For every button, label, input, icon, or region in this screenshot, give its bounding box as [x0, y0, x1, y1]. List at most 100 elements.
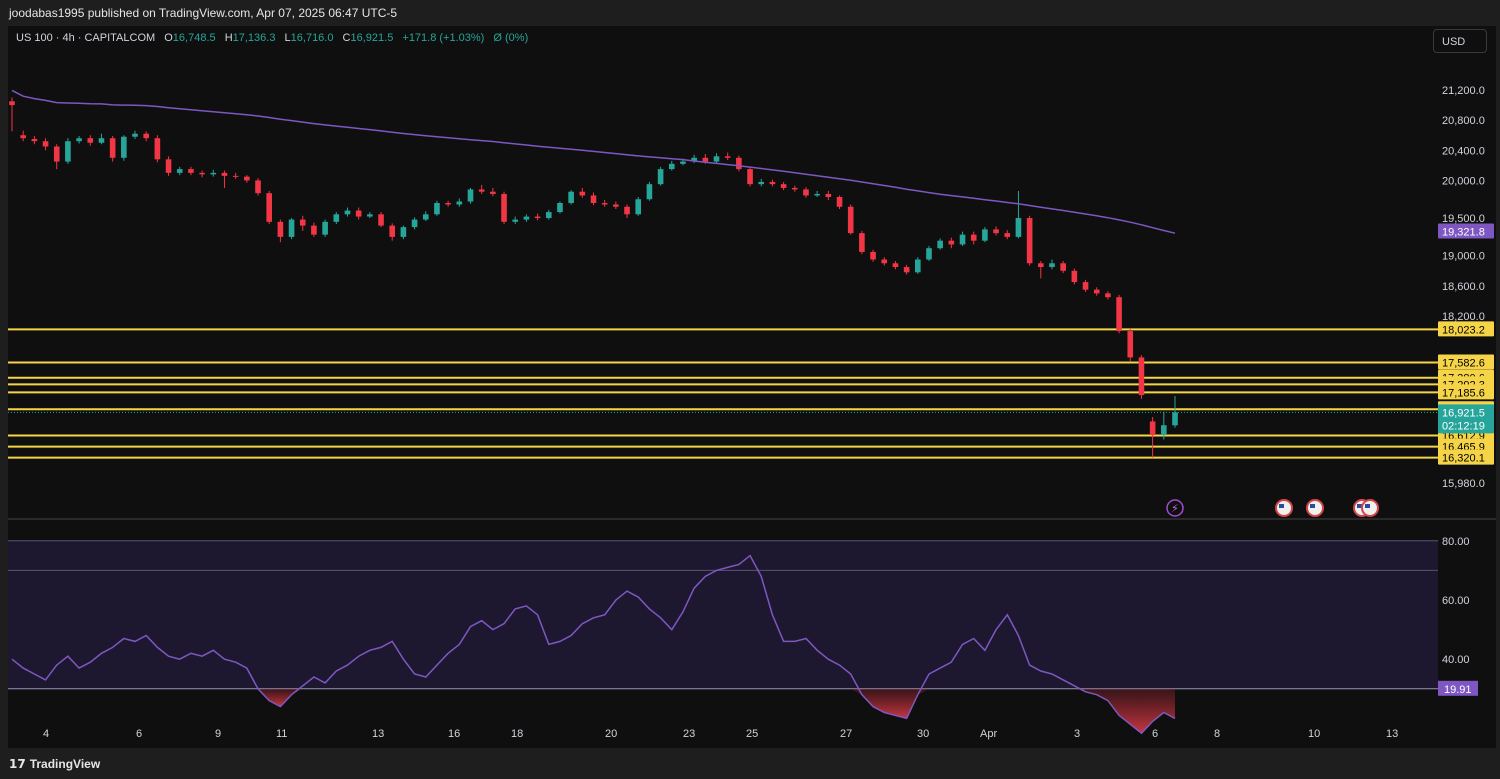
candle-down: [355, 210, 362, 217]
candle-down: [948, 240, 955, 245]
legend-low: 16,716.0: [290, 32, 334, 44]
rsi-line: [11, 554, 1176, 735]
candle-down: [221, 172, 228, 176]
legend-extra: Ø (0%): [493, 32, 529, 44]
candle-down: [1105, 293, 1111, 298]
candle-up: [668, 163, 675, 170]
level-badge: 16,320.1: [1442, 453, 1485, 465]
rsi-oversold-fill: [258, 688, 303, 707]
current-price-badge: 16,921.5: [1442, 407, 1485, 419]
time-tick-label: 6: [136, 728, 142, 740]
rsi-tick-label: 60.00: [1442, 595, 1470, 607]
us-flag-icon-canton: [1357, 504, 1362, 508]
candle-down: [736, 157, 742, 170]
time-tick-label: 11: [276, 728, 287, 740]
price-tick-label: 18,600.0: [1442, 281, 1485, 293]
candle-up: [657, 169, 664, 185]
chart-panel[interactable]: 21,200.0 20,800.0 20,400.0 20,000.0 19,500.0…: [8, 26, 1496, 748]
candle-down: [1093, 289, 1100, 294]
candle-down: [255, 180, 261, 194]
legend-open-label: O: [164, 32, 173, 44]
candle-up: [422, 214, 429, 220]
price-tick-label: 19,000.0: [1442, 251, 1485, 263]
candle-down: [1038, 263, 1044, 268]
time-tick-label: 8: [1214, 728, 1220, 740]
candle-down: [903, 267, 910, 273]
candle-down: [31, 138, 38, 142]
legend-high: 17,136.3: [232, 32, 276, 44]
candle-down: [624, 206, 630, 215]
ma-badge: 19,321.8: [1442, 226, 1485, 238]
candle-up: [367, 214, 373, 217]
candle-down: [42, 141, 49, 147]
candle-down: [1149, 421, 1156, 436]
candle-down: [501, 193, 507, 222]
candle-down: [9, 101, 15, 106]
candle-up: [646, 184, 653, 200]
rsi-tick-label: 40.00: [1442, 654, 1470, 666]
candle-down: [881, 259, 888, 264]
time-tick-label: 18: [511, 728, 523, 740]
candle-down: [892, 263, 899, 268]
candle-down: [232, 175, 239, 177]
chart-legend: US 100 · 4h · CAPITALCOM O16,748.5 H17,1…: [16, 32, 528, 44]
legend-high-label: H: [224, 32, 233, 44]
rsi-badge-box: [1438, 680, 1478, 696]
candle-up: [434, 203, 440, 215]
candle-up: [322, 221, 328, 235]
candle-up: [557, 203, 563, 213]
level-badge-box: [1438, 321, 1494, 337]
candle-down: [836, 196, 843, 207]
level-badge-box: [1438, 354, 1494, 370]
tradingview-logo[interactable]: 17 TradingView: [9, 757, 100, 771]
candle-up: [176, 169, 183, 173]
candle-up: [411, 219, 418, 228]
candle-down: [266, 193, 273, 222]
candle-up: [98, 138, 105, 143]
candle-up: [344, 210, 351, 215]
candle-up: [1015, 218, 1022, 237]
candle-down: [53, 146, 60, 162]
lightning-icon-glyph: ⚡: [1171, 502, 1179, 515]
candle-up: [914, 259, 921, 273]
time-tick-label: 3: [1074, 728, 1080, 740]
candle-up: [982, 229, 988, 241]
candle-down: [445, 203, 451, 205]
candle-up: [467, 189, 474, 202]
candle-down: [244, 176, 250, 181]
time-tick-label: 4: [43, 728, 49, 740]
candle-down: [1026, 218, 1033, 264]
price-tick-label: 21,200.0: [1442, 85, 1485, 97]
time-tick-label: 6: [1152, 728, 1158, 740]
candle-down: [143, 133, 149, 139]
candle-down: [613, 204, 619, 207]
candle-up: [210, 172, 217, 175]
candle-down: [311, 225, 317, 235]
currency-button[interactable]: USD: [1433, 29, 1487, 53]
publish-bar: joodabas1995 published on TradingView.co…: [0, 0, 1500, 26]
legend-close: 16,921.5: [350, 32, 394, 44]
candle-up: [635, 199, 642, 215]
candle-down: [579, 191, 586, 196]
legend-symbol: US 100 · 4h · CAPITALCOM: [16, 32, 156, 44]
candle-up: [713, 156, 720, 162]
chart-canvas[interactable]: 21,200.0 20,800.0 20,400.0 20,000.0 19,500.0…: [8, 26, 1496, 748]
candle-up: [400, 227, 407, 237]
level-badge-box: [1438, 449, 1494, 465]
candle-up: [523, 216, 530, 220]
candle-up: [1049, 263, 1055, 268]
price-tick-label: 20,800.0: [1442, 115, 1485, 127]
candle-down: [20, 135, 26, 139]
candle-up: [512, 219, 519, 222]
candle-down: [199, 172, 205, 175]
candle-up: [288, 219, 295, 237]
candle-down: [702, 157, 709, 162]
candle-down: [1127, 331, 1134, 358]
time-tick-label: 25: [746, 728, 758, 740]
publish-info: joodabas1995 published on TradingView.co…: [9, 6, 398, 20]
us-flag-icon-canton: [1310, 504, 1315, 508]
time-tick-label: Apr: [980, 728, 997, 740]
candle-up: [333, 214, 340, 222]
us-flag-icon-canton: [1365, 504, 1370, 508]
candle-down: [601, 203, 608, 205]
